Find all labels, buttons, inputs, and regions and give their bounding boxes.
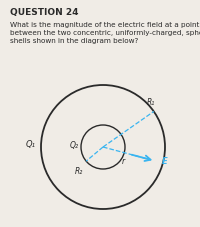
Text: Q₁: Q₁ <box>26 140 36 149</box>
Text: Q₂: Q₂ <box>70 141 79 150</box>
Text: shells shown in the diagram below?: shells shown in the diagram below? <box>10 38 138 44</box>
Text: r: r <box>122 157 125 166</box>
Text: R₁: R₁ <box>147 98 155 107</box>
Text: between the two concentric, uniformly-charged, spherical: between the two concentric, uniformly-ch… <box>10 30 200 36</box>
Text: What is the magnitude of the electric field at a point: What is the magnitude of the electric fi… <box>10 22 199 28</box>
Text: R₂: R₂ <box>75 166 83 175</box>
Text: QUESTION 24: QUESTION 24 <box>10 8 78 17</box>
Text: E: E <box>162 157 168 166</box>
